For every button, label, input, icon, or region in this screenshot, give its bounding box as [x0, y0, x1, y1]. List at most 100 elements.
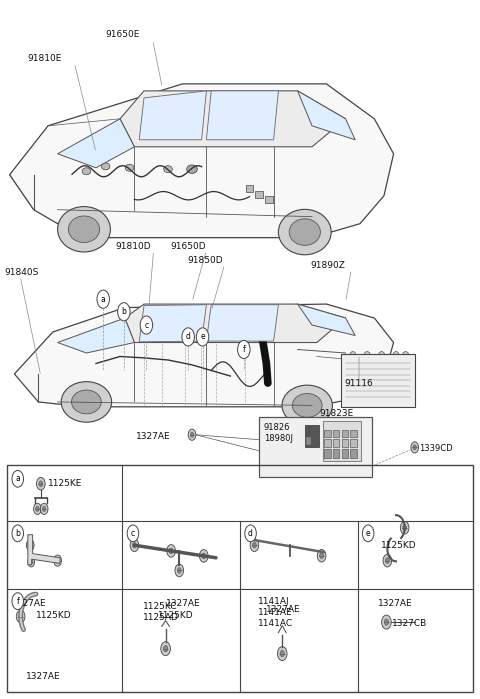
Text: 1327AE: 1327AE [378, 600, 412, 608]
Bar [306, 437, 311, 445]
Bar [7, 465, 473, 692]
Polygon shape [28, 535, 60, 565]
Text: 1125KE: 1125KE [48, 480, 83, 488]
Polygon shape [298, 304, 355, 336]
Bar [323, 421, 361, 461]
Ellipse shape [28, 557, 35, 567]
Polygon shape [206, 91, 278, 140]
Ellipse shape [16, 610, 25, 623]
Polygon shape [206, 305, 278, 341]
Bar [333, 430, 339, 437]
Ellipse shape [163, 646, 168, 651]
Text: c: c [131, 529, 135, 538]
Bar [324, 430, 331, 437]
Text: 1327CB: 1327CB [392, 619, 427, 628]
Text: f: f [242, 345, 245, 354]
Polygon shape [139, 91, 206, 140]
Ellipse shape [167, 545, 176, 557]
Circle shape [182, 328, 194, 346]
Ellipse shape [36, 506, 39, 512]
Text: 1339CD: 1339CD [419, 445, 453, 453]
Ellipse shape [58, 207, 110, 252]
Ellipse shape [382, 615, 391, 629]
Polygon shape [139, 305, 206, 342]
Bar [350, 430, 357, 437]
Ellipse shape [61, 382, 111, 422]
Text: 1141AJ: 1141AJ [258, 597, 290, 605]
Polygon shape [14, 304, 394, 407]
Text: 1125AD: 1125AD [143, 614, 179, 622]
Text: 91810D: 91810D [116, 242, 151, 250]
Circle shape [127, 525, 139, 542]
Ellipse shape [280, 650, 284, 657]
Ellipse shape [177, 568, 181, 573]
Bar [305, 425, 319, 447]
Ellipse shape [413, 445, 417, 450]
Ellipse shape [250, 539, 259, 552]
Ellipse shape [130, 539, 139, 552]
Circle shape [196, 328, 209, 346]
Text: e: e [366, 529, 371, 538]
Bar [350, 449, 357, 458]
Text: b: b [121, 308, 126, 316]
Text: 18980J: 18980J [264, 435, 293, 443]
Ellipse shape [320, 553, 324, 559]
Ellipse shape [400, 521, 409, 534]
Text: 91650E: 91650E [105, 31, 140, 39]
Bar [324, 449, 331, 458]
Ellipse shape [187, 165, 197, 173]
Circle shape [12, 525, 24, 542]
Bar [255, 191, 263, 198]
Circle shape [238, 340, 250, 359]
Ellipse shape [72, 390, 101, 414]
Text: 1125KD: 1125KD [36, 611, 72, 619]
Text: a: a [101, 295, 106, 303]
Text: 91116: 91116 [345, 379, 373, 387]
Ellipse shape [82, 168, 91, 175]
Text: 91650D: 91650D [171, 242, 206, 250]
Text: 1327AE: 1327AE [12, 600, 47, 608]
Circle shape [12, 593, 24, 610]
Bar [342, 449, 348, 458]
Circle shape [245, 525, 256, 542]
Ellipse shape [385, 558, 389, 563]
Text: 91823E: 91823E [320, 410, 354, 418]
Text: 91850D: 91850D [188, 256, 223, 264]
Ellipse shape [39, 481, 43, 487]
Polygon shape [120, 91, 346, 147]
Text: 1327AE: 1327AE [136, 432, 171, 440]
Text: f: f [16, 597, 19, 605]
Circle shape [140, 316, 153, 334]
Ellipse shape [56, 558, 60, 563]
Ellipse shape [69, 216, 100, 243]
Polygon shape [58, 119, 134, 168]
Text: 1141AC: 1141AC [258, 619, 293, 628]
Text: 91810E: 91810E [27, 55, 61, 63]
Ellipse shape [161, 642, 170, 656]
Polygon shape [125, 304, 346, 343]
Ellipse shape [252, 542, 256, 548]
Ellipse shape [101, 163, 110, 170]
Ellipse shape [364, 352, 370, 357]
Ellipse shape [350, 352, 356, 357]
Text: 1125KD: 1125KD [381, 541, 416, 549]
Circle shape [12, 470, 24, 487]
Ellipse shape [277, 647, 287, 661]
Ellipse shape [164, 166, 172, 173]
Ellipse shape [200, 549, 208, 562]
Bar [342, 430, 348, 437]
Bar [341, 354, 415, 407]
Bar [259, 417, 372, 477]
Ellipse shape [403, 352, 408, 357]
Text: 1125KD: 1125KD [158, 611, 194, 619]
Ellipse shape [383, 554, 392, 567]
Polygon shape [10, 84, 394, 238]
Ellipse shape [125, 164, 134, 171]
Bar [333, 449, 339, 458]
Polygon shape [298, 91, 355, 140]
Text: b: b [15, 529, 20, 538]
Text: 1327AE: 1327AE [26, 672, 61, 681]
Ellipse shape [26, 540, 34, 551]
Ellipse shape [190, 432, 194, 438]
Ellipse shape [36, 477, 45, 490]
